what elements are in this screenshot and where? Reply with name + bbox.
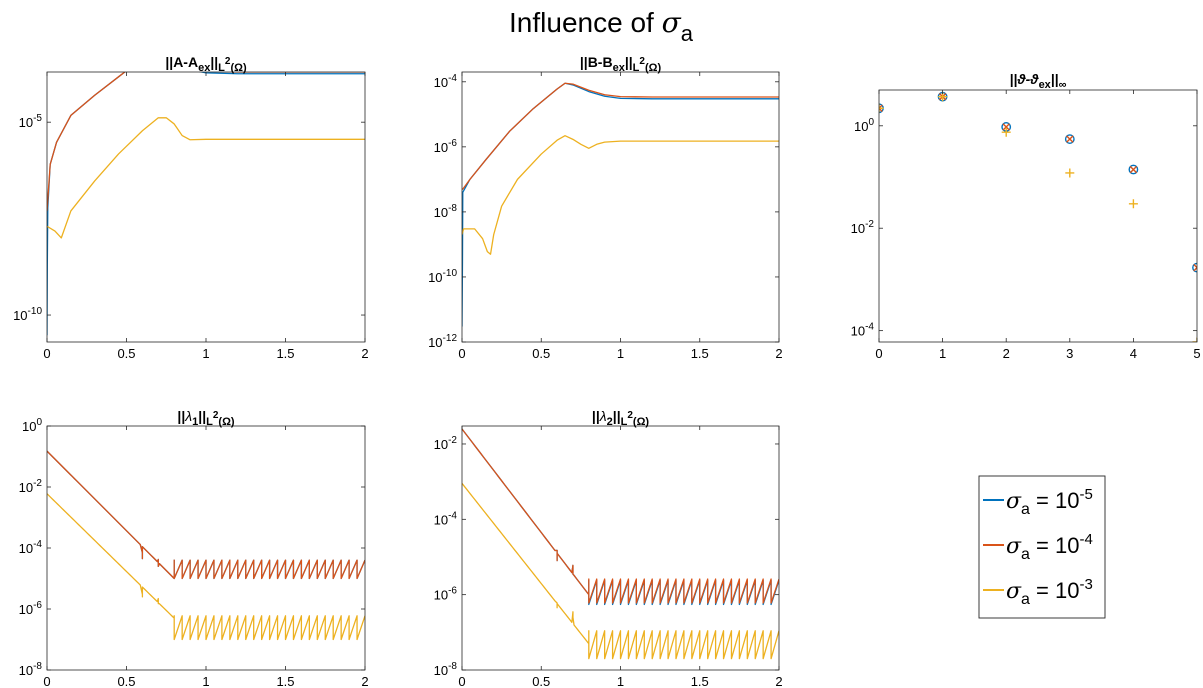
plot-area	[47, 72, 365, 342]
figure-title: Influence of σa	[509, 6, 694, 46]
series-line-sigma_1e-3	[47, 117, 365, 239]
series-group	[462, 428, 779, 660]
y-tick-label: 10-5	[19, 113, 43, 130]
x-tick-label: 1.5	[276, 346, 294, 361]
marker-circle-4	[1128, 164, 1139, 175]
x-tick-label: 0	[875, 346, 882, 361]
y-tick-label: 10-2	[19, 478, 43, 495]
figure-title-text: Influence of	[509, 7, 662, 38]
marker-cross-3	[1066, 135, 1074, 143]
legend: σa = 10-5 σa = 10-4 σa = 10-3	[978, 475, 1106, 619]
subplot-title: ||λ1||L2(Ω)	[177, 408, 234, 428]
marker-cross-5	[1193, 263, 1197, 272]
x-tick-label: 1	[939, 346, 946, 361]
marker-plus-0	[879, 103, 884, 113]
x-tick-label: 2	[775, 674, 782, 688]
subplot-title: ||ϑ-ϑex||∞	[1010, 71, 1067, 91]
y-tick-label: 10-8	[19, 661, 43, 678]
x-tick-label: 2	[1003, 346, 1010, 361]
axes-box	[878, 89, 1198, 343]
x-tick-label: 1.5	[691, 346, 709, 361]
x-tick-label: 2	[361, 674, 368, 688]
legend-label-sigma_1e-3: σa = 10-3	[1006, 576, 1093, 608]
subplot-title: ||A-Aex||L2(Ω)	[165, 54, 247, 74]
x-tick-label: 0	[458, 674, 465, 688]
y-tick-label: 100	[854, 117, 874, 134]
x-tick-label: 1	[617, 346, 624, 361]
figure-title-sub: a	[681, 21, 694, 46]
x-tick-label: 0.5	[117, 674, 135, 688]
marker-plus-3	[1065, 168, 1075, 178]
series-line-sigma_1e-4	[47, 72, 365, 211]
series-line-sigma_1e-4	[462, 428, 779, 604]
y-tick-label: 10-6	[434, 138, 458, 155]
subplot-lambda1: 0 0.5 1 1.5 2 10-8 10-6 10-4 10-2 100 ||λ1||L2(Ω)	[19, 408, 369, 688]
marker-cross-0	[879, 104, 883, 112]
x-tick-label: 0.5	[532, 674, 550, 688]
plot-area	[462, 426, 779, 670]
series-group	[47, 450, 365, 641]
marker-circle-5	[1192, 262, 1197, 273]
y-tick-label: 10-4	[851, 322, 875, 339]
series-line-sigma_1e-4	[462, 82, 779, 190]
x-tick-label: 1.5	[691, 674, 709, 688]
series-line-sigma_1e-3	[462, 482, 779, 660]
marker-cross-4	[1129, 165, 1138, 174]
series-group	[47, 72, 365, 336]
subplot-A: 0 0.5 1 1.5 2 10-10 10-5 ||A-Aex||L2(Ω)	[13, 54, 369, 361]
y-tick-label: 10-12	[428, 333, 457, 350]
x-tick-label: 4	[1130, 346, 1137, 361]
y-tick-label: 100	[22, 417, 42, 434]
y-tick-label: 10-4	[434, 510, 458, 527]
x-tick-label: 3	[1066, 346, 1073, 361]
marker-plus-2	[1001, 127, 1011, 137]
marker-circle-3	[1064, 134, 1075, 144]
subplots: 0 0.5 1 1.5 2 10-10 10-5 ||A-Aex||L2(Ω) 0 0.5 1 1.5…	[13, 54, 1201, 688]
y-tick-label: 10-8	[434, 661, 458, 678]
subplot-B: 0 0.5 1 1.5 2 10-12 10-10 10-8 10-6 10-4 ||B-Bex||…	[428, 54, 783, 361]
marker-cross-2	[1002, 123, 1010, 131]
y-tick-label: 10-10	[428, 268, 457, 285]
plot-area	[879, 90, 1197, 342]
x-tick-label: 2	[361, 346, 368, 361]
x-tick-label: 1.5	[276, 674, 294, 688]
subplot-theta: 0 1 2 3 4 5 10-4 10-2 100 ||ϑ-ϑex||∞	[851, 71, 1201, 361]
subplot-lambda2: 0 0.5 1 1.5 2 10-8 10-6 10-4 10-2 ||λ2||L2(Ω)	[434, 408, 783, 688]
x-tick-label: 0	[43, 346, 50, 361]
x-tick-label: 0	[43, 674, 50, 688]
plot-area	[462, 72, 779, 342]
series-group	[462, 82, 779, 327]
subplot-title: ||B-Bex||L2(Ω)	[580, 54, 662, 74]
x-tick-label: 1	[202, 346, 209, 361]
y-tick-label: 10-2	[434, 435, 458, 452]
x-tick-label: 5	[1193, 346, 1200, 361]
y-tick-label: 10-6	[434, 586, 458, 603]
figure-title-sigma: σ	[662, 6, 682, 39]
x-tick-label: 1	[202, 674, 209, 688]
y-tick-label: 10-4	[434, 73, 458, 90]
legend-label-sigma_1e-5: σa = 10-5	[1006, 486, 1093, 518]
series-line-sigma_1e-3	[462, 135, 779, 255]
series-line-sigma_1e-4	[47, 450, 365, 580]
legend-label-sigma_1e-4: σa = 10-4	[1006, 531, 1093, 563]
y-tick-label: 10-8	[434, 203, 458, 220]
x-tick-label: 0.5	[532, 346, 550, 361]
x-tick-label: 1	[617, 674, 624, 688]
subplot-title: ||λ2||L2(Ω)	[592, 408, 649, 428]
x-tick-label: 0	[458, 346, 465, 361]
x-tick-label: 2	[775, 346, 782, 361]
x-tick-label: 0.5	[117, 346, 135, 361]
series-line-sigma_1e-3	[47, 493, 365, 641]
y-tick-label: 10-10	[13, 306, 42, 323]
marker-plus-4	[1128, 199, 1138, 209]
y-tick-label: 10-2	[851, 219, 875, 236]
y-tick-label: 10-4	[19, 539, 43, 556]
y-tick-label: 10-6	[19, 600, 43, 617]
